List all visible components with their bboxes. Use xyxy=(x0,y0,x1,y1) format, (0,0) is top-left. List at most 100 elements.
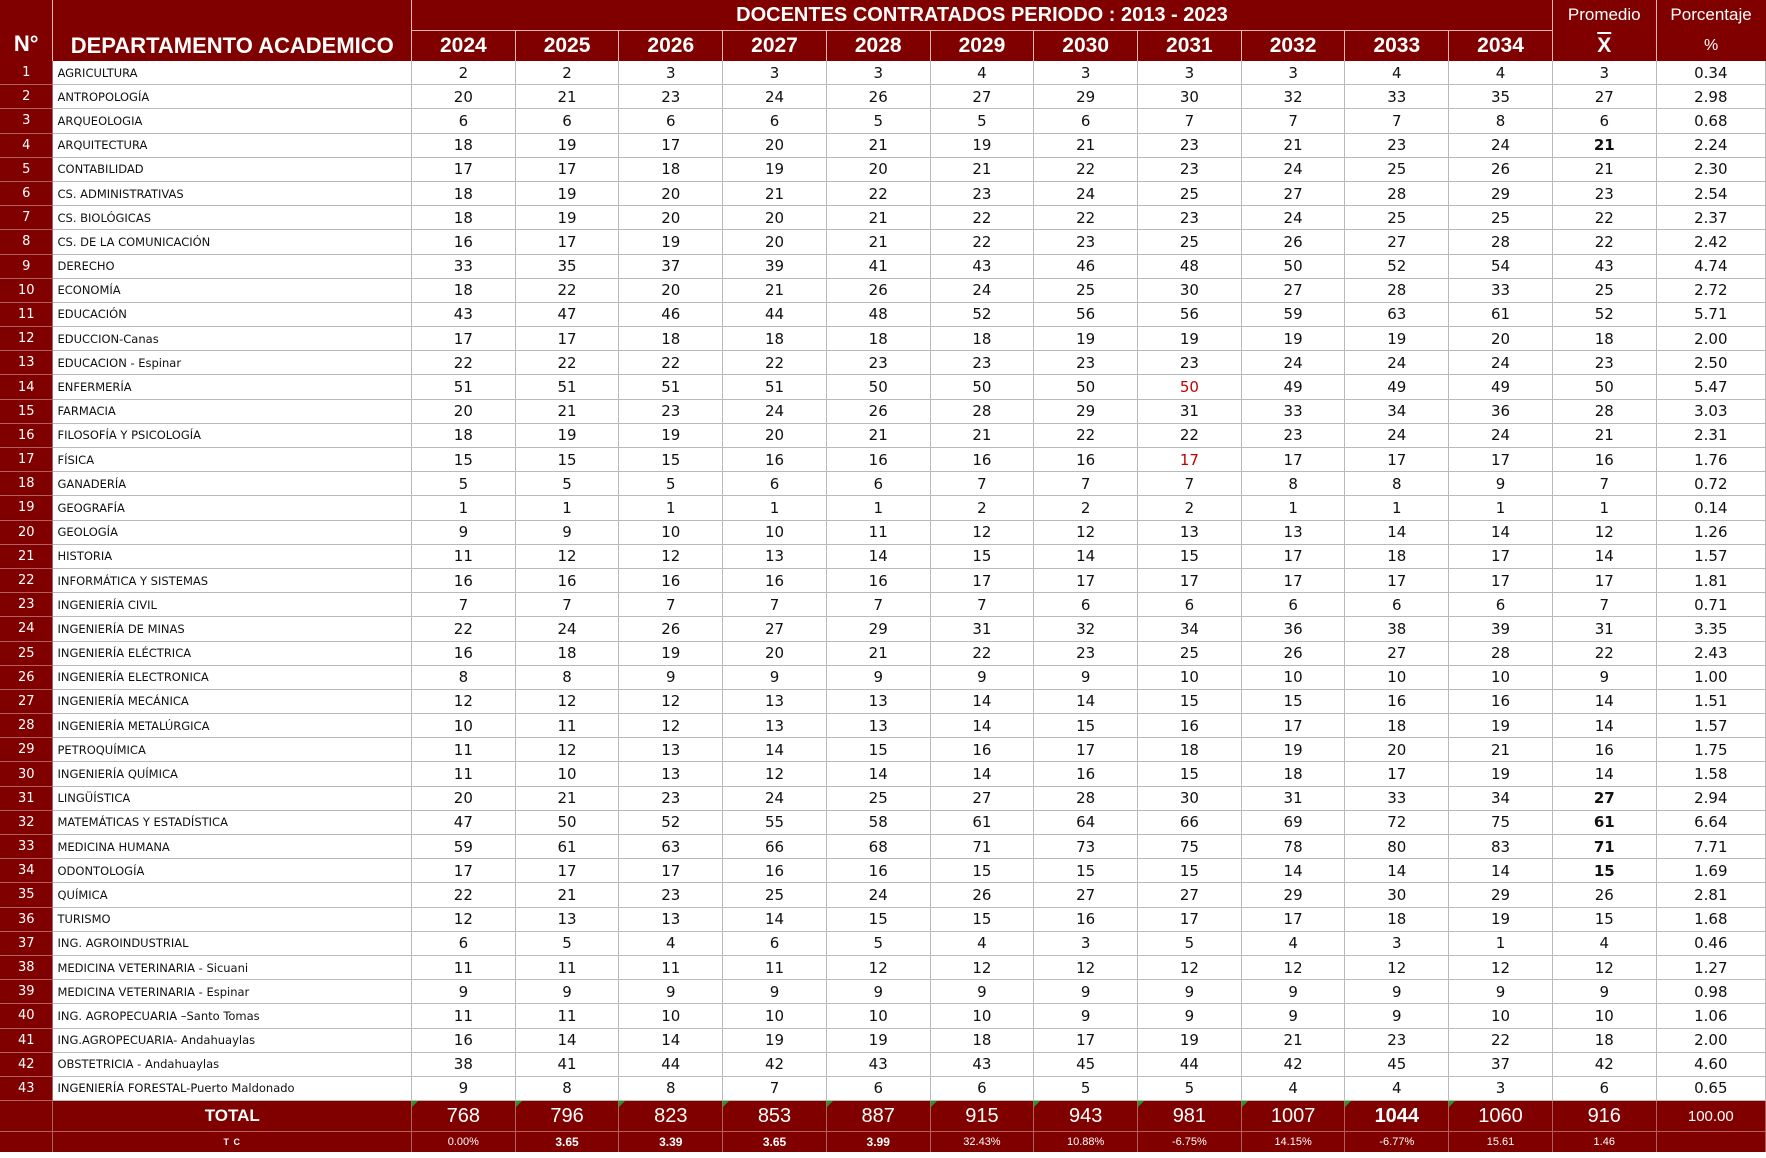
percentage-cell: 2.31 xyxy=(1656,423,1766,449)
average-cell: 18 xyxy=(1552,1028,1657,1053)
value-cell: 26 xyxy=(826,84,931,110)
value-cell: 32 xyxy=(1241,84,1346,110)
value-cell: 56 xyxy=(1033,302,1139,328)
value-cell: 9 xyxy=(722,979,827,1005)
table-body: 1 AGRICULTURA 2 2 3 3 3 4 3 3 3 4 4 3 0.34 2 ANTROPOLOGÍ… xyxy=(0,61,1766,1102)
value-cell: 12 xyxy=(515,689,620,715)
value-cell: 20 xyxy=(722,133,827,158)
value-cell: 48 xyxy=(1137,254,1242,279)
value-cell: 9 xyxy=(618,665,724,690)
value-cell: 11 xyxy=(826,520,931,545)
department-name: ING.AGROPECUARIA- Andahuaylas xyxy=(52,1028,412,1053)
department-name: INGENIERÍA MECÁNICA xyxy=(52,689,412,715)
percentage-cell: 1.57 xyxy=(1656,544,1766,569)
department-name: GANADERÍA xyxy=(52,471,412,497)
table-row: 29 PETROQUÍMICA 11 12 13 14 15 16 17 18 19 20 21 16 1.… xyxy=(0,737,1766,763)
value-cell: 20 xyxy=(722,229,827,255)
value-cell: 13 xyxy=(722,544,827,569)
tc-no-cell xyxy=(0,1131,54,1153)
value-cell: 16 xyxy=(826,858,931,884)
header-row-2: 2024 2025 2026 2027 2028 2029 2030 2031 2032 2033… xyxy=(0,30,1766,61)
value-cell: 30 xyxy=(1137,278,1242,303)
tc-average: 1.46 xyxy=(1552,1131,1657,1153)
value-cell: 24 xyxy=(1344,423,1450,449)
row-number: 32 xyxy=(0,810,54,836)
value-cell: 20 xyxy=(618,205,724,231)
value-cell: 9 xyxy=(930,665,1035,690)
row-number: 15 xyxy=(0,399,54,424)
value-cell: 2 xyxy=(411,61,516,86)
average-cell: 31 xyxy=(1552,616,1657,642)
total-percentage: 100.00 xyxy=(1656,1100,1766,1133)
value-cell: 17 xyxy=(1344,761,1450,787)
department-name: ECONOMÍA xyxy=(52,278,412,303)
value-cell: 42 xyxy=(1241,1052,1346,1077)
department-name: AGRICULTURA xyxy=(52,61,412,86)
value-cell: 50 xyxy=(1137,374,1242,400)
row-number: 29 xyxy=(0,737,54,763)
value-cell: 25 xyxy=(1448,205,1553,231)
value-cell: 12 xyxy=(411,689,516,715)
value-cell: 6 xyxy=(1241,592,1346,618)
value-cell: 9 xyxy=(1344,1003,1450,1029)
percentage-cell: 3.35 xyxy=(1656,616,1766,642)
department-name: EDUCACIÓN xyxy=(52,302,412,328)
total-value: 915 xyxy=(930,1100,1035,1133)
value-cell: 20 xyxy=(722,423,827,449)
value-cell: 16 xyxy=(722,568,827,594)
value-cell: 23 xyxy=(618,84,724,110)
percentage-cell: 2.24 xyxy=(1656,133,1766,158)
table-row: 10 ECONOMÍA 18 22 20 21 26 24 25 30 27 28 33 25 2.72 xyxy=(0,278,1766,303)
value-cell: 2 xyxy=(930,495,1035,521)
value-cell: 23 xyxy=(1137,133,1242,158)
percentage-cell: 7.71 xyxy=(1656,834,1766,860)
value-cell: 23 xyxy=(930,350,1035,376)
percentage-cell: 1.06 xyxy=(1656,1003,1766,1029)
department-name: FÍSICA xyxy=(52,447,412,473)
value-cell: 10 xyxy=(515,761,620,787)
value-cell: 61 xyxy=(515,834,620,860)
value-cell: 8 xyxy=(411,665,516,690)
row-number: 7 xyxy=(0,205,54,231)
table-row: 5 CONTABILIDAD 17 17 18 19 20 21 22 23 24 25 26 21 2.3… xyxy=(0,157,1766,182)
percentage-cell: 1.27 xyxy=(1656,955,1766,981)
value-cell: 9 xyxy=(1344,979,1450,1005)
value-cell: 20 xyxy=(411,84,516,110)
value-cell: 12 xyxy=(1033,520,1139,545)
value-cell: 24 xyxy=(722,786,827,811)
value-cell: 15 xyxy=(930,544,1035,569)
value-cell: 19 xyxy=(1137,326,1242,352)
total-no-cell xyxy=(0,1100,54,1133)
table-row: 17 FÍSICA 15 15 15 16 16 16 16 17 17 17 17 16 1.76 xyxy=(0,447,1766,473)
average-cell: 6 xyxy=(1552,1076,1657,1102)
value-cell: 17 xyxy=(1241,544,1346,569)
value-cell: 21 xyxy=(826,423,931,449)
value-cell: 22 xyxy=(411,882,516,908)
average-cell: 28 xyxy=(1552,399,1657,424)
value-cell: 24 xyxy=(930,278,1035,303)
value-cell: 24 xyxy=(1241,205,1346,231)
value-cell: 12 xyxy=(826,955,931,981)
value-cell: 9 xyxy=(618,979,724,1005)
value-cell: 23 xyxy=(1344,1028,1450,1053)
header-year: 2027 xyxy=(722,30,827,61)
value-cell: 21 xyxy=(515,786,620,811)
value-cell: 5 xyxy=(1137,931,1242,956)
value-cell: 6 xyxy=(411,931,516,956)
table-row: 34 ODONTOLOGÍA 17 17 17 16 16 15 15 15 14 14 14 15 1.6… xyxy=(0,858,1766,884)
average-cell: 9 xyxy=(1552,979,1657,1005)
value-cell: 25 xyxy=(1137,641,1242,666)
header-percentage: Porcentaje xyxy=(1655,0,1766,31)
value-cell: 7 xyxy=(515,592,620,618)
value-cell: 10 xyxy=(1344,665,1450,690)
value-cell: 19 xyxy=(515,181,620,207)
table-row: 35 QUÍMICA 22 21 23 25 24 26 27 27 29 30 29 26 2.81 xyxy=(0,882,1766,908)
value-cell: 16 xyxy=(1033,447,1139,473)
value-cell: 7 xyxy=(1137,471,1242,497)
value-cell: 29 xyxy=(1241,882,1346,908)
table-row: 1 AGRICULTURA 2 2 3 3 3 4 3 3 3 4 4 3 0.34 xyxy=(0,61,1766,86)
value-cell: 22 xyxy=(515,350,620,376)
value-cell: 14 xyxy=(930,713,1035,739)
header-row-1: N° DEPARTAMENTO ACADEMICO DOCENTES CONTR… xyxy=(0,0,1766,61)
value-cell: 1 xyxy=(1448,495,1553,521)
